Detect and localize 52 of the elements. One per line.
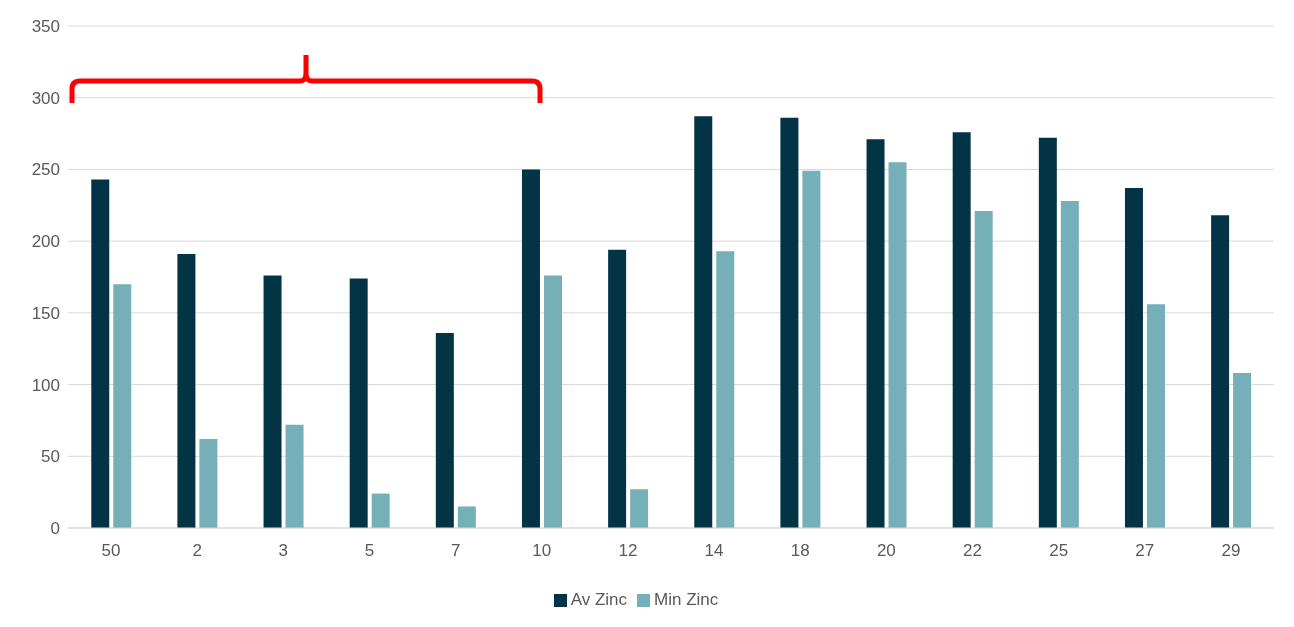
- x-tick-label: 18: [790, 541, 810, 561]
- x-tick-label: 7: [450, 541, 461, 561]
- bar: [1211, 215, 1230, 528]
- x-tick-label: 29: [1221, 541, 1241, 561]
- bar: [952, 132, 971, 528]
- y-tick-label: 150: [31, 303, 60, 323]
- x-tick-label: 3: [278, 541, 289, 561]
- bar: [371, 493, 390, 528]
- bar: [630, 489, 649, 528]
- bar: [285, 424, 304, 528]
- bar: [866, 139, 885, 528]
- bar: [177, 254, 196, 528]
- bar: [974, 211, 993, 528]
- bar: [1124, 188, 1143, 528]
- x-tick-label: 50: [101, 541, 121, 561]
- legend-label: Av Zinc: [570, 590, 628, 609]
- bar: [349, 278, 368, 528]
- bar: [1038, 137, 1057, 528]
- y-tick-label: 100: [31, 375, 60, 395]
- bar: [716, 251, 735, 528]
- bar: [1146, 304, 1165, 528]
- x-tick-label: 5: [364, 541, 375, 561]
- y-tick-label: 200: [31, 232, 60, 252]
- legend-label: Min Zinc: [654, 590, 719, 609]
- bar: [113, 284, 132, 528]
- bar: [521, 169, 540, 528]
- x-tick-label: 14: [704, 541, 724, 561]
- bar: [1233, 373, 1252, 528]
- x-tick-label: 25: [1049, 541, 1069, 561]
- y-tick-label: 250: [31, 160, 60, 180]
- bar: [780, 117, 799, 528]
- x-tick-label: 20: [876, 541, 896, 561]
- x-tick-label: 22: [963, 541, 982, 561]
- bar: [263, 275, 282, 528]
- bar: [1060, 200, 1079, 528]
- y-tick-label: 0: [50, 519, 60, 539]
- y-tick-label: 350: [31, 17, 60, 37]
- x-tick-label: 2: [192, 541, 202, 561]
- x-tick-label: 12: [618, 541, 638, 561]
- bar: [694, 116, 713, 528]
- x-tick-label: 10: [532, 541, 552, 561]
- y-tick-label: 300: [31, 88, 60, 108]
- bar: [199, 439, 218, 528]
- bar: [91, 179, 110, 528]
- x-tick-label: 27: [1135, 541, 1155, 561]
- bar: [802, 170, 821, 528]
- bar: [435, 332, 454, 528]
- bar: [543, 275, 562, 528]
- y-tick-label: 50: [41, 447, 60, 467]
- bar: [457, 506, 476, 528]
- bar: [608, 249, 627, 528]
- bar: [888, 162, 907, 528]
